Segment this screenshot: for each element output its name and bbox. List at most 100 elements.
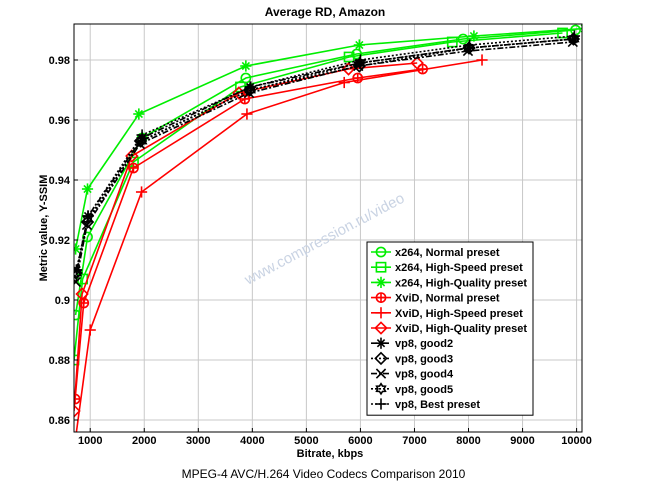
data-point xyxy=(240,60,252,72)
legend-item: x264, Normal preset xyxy=(371,246,500,259)
y-tick-label: 0.98 xyxy=(49,55,70,67)
data-point xyxy=(136,134,148,148)
y-tick-label: 0.9 xyxy=(55,295,70,307)
series-vp8-best-preset xyxy=(74,30,581,276)
chart-legend: x264, Normal preset x264, High-Speed pres… xyxy=(366,241,534,416)
series-x264-normal-preset xyxy=(74,24,581,321)
data-point xyxy=(338,76,350,89)
data-point xyxy=(245,81,257,93)
data-point xyxy=(568,30,581,42)
data-point xyxy=(74,264,83,276)
legend-label: x264, High-Speed preset xyxy=(395,262,523,274)
data-point xyxy=(81,183,94,195)
series-xvid-high-speed-preset xyxy=(75,54,488,432)
legend-swatch-marker xyxy=(375,382,387,396)
marker-stroke xyxy=(75,287,89,301)
legend-label: XviD, Normal preset xyxy=(395,293,500,305)
marker-stroke xyxy=(410,56,424,70)
data-point xyxy=(74,243,82,255)
marker-stroke xyxy=(376,339,386,348)
marker-stroke xyxy=(351,48,363,60)
data-point xyxy=(240,72,252,84)
x-tick-label: 1000 xyxy=(78,435,102,447)
data-point xyxy=(239,93,251,105)
x-tick-label: 3000 xyxy=(186,435,210,447)
data-point xyxy=(579,24,582,33)
legend-swatch-marker xyxy=(375,292,387,303)
data-point xyxy=(476,54,488,66)
y-tick-label: 0.92 xyxy=(49,235,70,247)
x-tick-label: 10000 xyxy=(561,435,592,447)
marker-stroke xyxy=(83,184,92,194)
data-point xyxy=(125,149,139,163)
data-point xyxy=(84,324,96,336)
y-tick-label: 0.88 xyxy=(49,355,70,367)
legend-swatch-marker xyxy=(375,261,387,273)
legend-swatch-marker xyxy=(375,246,387,258)
marker-stroke xyxy=(74,244,80,252)
chart-title: Average RD, Amazon xyxy=(265,5,385,19)
legend-swatch-marker xyxy=(375,276,387,288)
marker-stroke xyxy=(125,149,139,163)
series-line xyxy=(75,59,483,432)
legend-label: x264, High-Quality preset xyxy=(395,277,527,289)
y-tick-label: 0.86 xyxy=(49,415,70,427)
y-axis-label: Metric value, Y-SSIM xyxy=(38,175,50,282)
data-point xyxy=(135,186,148,198)
marker-stroke xyxy=(74,404,81,418)
marker-stroke xyxy=(374,321,388,335)
data-point xyxy=(82,210,94,222)
x-tick-label: 9000 xyxy=(510,435,534,447)
y-tick-label: 0.94 xyxy=(49,175,71,187)
legend-swatch-marker xyxy=(374,351,388,366)
data-point xyxy=(557,27,568,39)
data-point xyxy=(241,108,253,120)
data-point xyxy=(354,54,367,66)
marker-stroke xyxy=(343,51,355,63)
marker-stroke xyxy=(375,368,387,379)
marker-stroke xyxy=(375,246,387,258)
legend-item: x264, High-Quality preset xyxy=(371,276,527,289)
legend-item: vp8, good5 xyxy=(371,382,453,396)
y-axis: 0.86 0.88 0.9 0.92 0.94 0.96 0.98 xyxy=(49,55,78,427)
legend-item: vp8, good3 xyxy=(371,351,453,366)
x-tick-label: 2000 xyxy=(132,435,156,447)
x-tick-label: 8000 xyxy=(456,435,480,447)
marker-stroke xyxy=(469,31,479,41)
legend-swatch-marker xyxy=(375,337,387,349)
data-point xyxy=(136,129,148,141)
legend-swatch-marker xyxy=(375,307,387,319)
legend-label: vp8, good4 xyxy=(395,369,454,381)
legend-label: vp8, Best preset xyxy=(395,399,480,411)
legend-label: vp8, good5 xyxy=(395,384,453,396)
data-point xyxy=(463,39,476,51)
grid-lines xyxy=(74,24,582,432)
plot-frame xyxy=(73,23,583,433)
marker-stroke xyxy=(376,278,386,287)
marker-stroke xyxy=(457,33,469,45)
x-tick-label: 5000 xyxy=(294,435,318,447)
legend-label: XviD, High-Speed preset xyxy=(395,308,523,320)
marker-stroke xyxy=(240,72,252,84)
x-axis: 1000 2000 3000 4000 5000 6000 7000 8000 9000 1000… xyxy=(78,428,592,447)
marker-stroke xyxy=(557,27,568,39)
data-point xyxy=(343,51,355,63)
legend-item: XviD, High-Quality preset xyxy=(371,321,527,335)
marker-stroke xyxy=(374,351,388,366)
data-point xyxy=(74,404,81,418)
series-layer xyxy=(74,24,582,432)
legend-label: vp8, good2 xyxy=(395,338,453,350)
x-axis-label: Bitrate, kbps xyxy=(297,448,364,460)
marker-stroke xyxy=(355,40,364,50)
legend-label: XviD, High-Quality preset xyxy=(395,323,527,335)
legend-swatch-marker xyxy=(375,368,387,379)
marker-stroke xyxy=(134,109,144,119)
data-point xyxy=(468,30,480,42)
legend-box xyxy=(366,241,534,416)
series-line xyxy=(74,29,576,316)
data-point xyxy=(410,56,424,70)
legend-item: vp8, good2 xyxy=(371,337,453,350)
legend-item: XviD, Normal preset xyxy=(371,292,500,305)
legend-label: x264, Normal preset xyxy=(395,247,500,259)
